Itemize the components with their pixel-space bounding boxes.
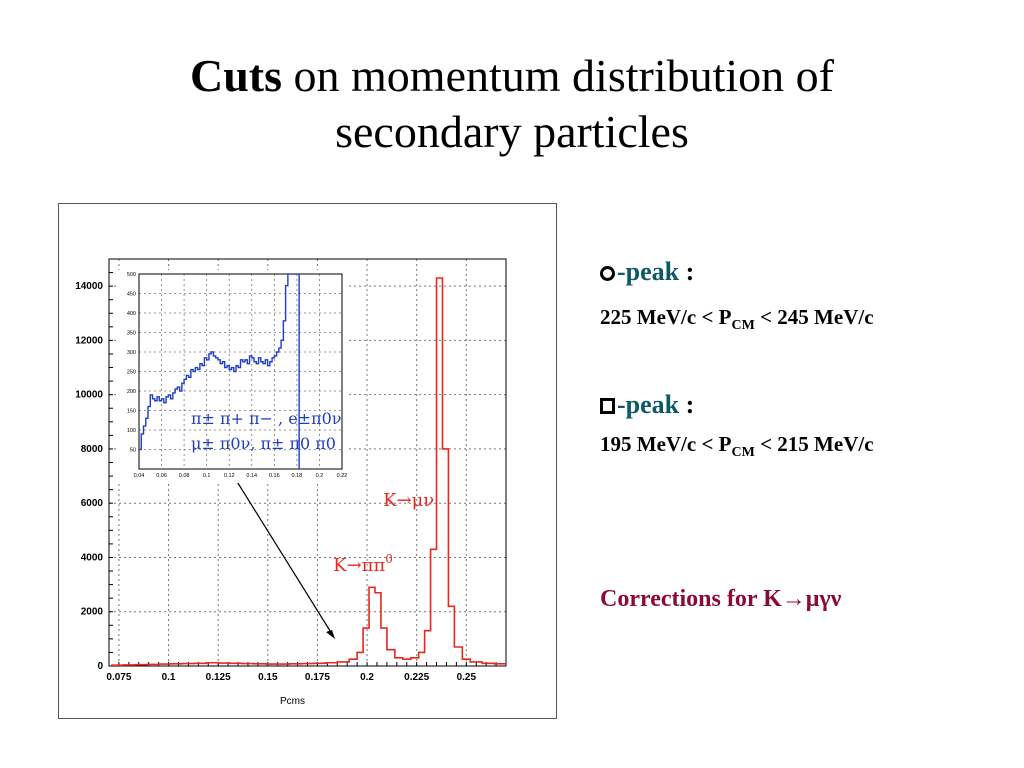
y-tick-label: 12000 bbox=[75, 335, 103, 346]
inset-x-tick-label: 0.06 bbox=[156, 473, 167, 479]
inset-y-tick-label: 500 bbox=[127, 272, 136, 278]
peak2-range: 195 MeV/c < PCM < 215 MeV/c bbox=[600, 432, 874, 461]
inset-label-line2: μ± π0ν, π± π0 π0 bbox=[191, 434, 336, 453]
corrections-note: Corrections for K→μγν bbox=[600, 586, 842, 612]
annotation-k-mu-nu: K→μν bbox=[383, 490, 434, 511]
histogram-frame: 0.075 0.1 0.125 0.15 0.175 0.2 0.225 0.25 0 2000 4… bbox=[58, 203, 557, 719]
inset-x-tick-label: 0.12 bbox=[224, 473, 235, 479]
peak1-name: -peak bbox=[617, 257, 680, 286]
inset-x-tick-label: 0.22 bbox=[337, 473, 348, 479]
inset-x-tick-label: 0.2 bbox=[316, 473, 324, 479]
inset-x-tick-label: 0.14 bbox=[246, 473, 257, 479]
circle-symbol-icon bbox=[600, 266, 615, 281]
peak2-range-right: < 215 MeV/c bbox=[754, 432, 874, 456]
peak1-title: -peak : bbox=[600, 257, 694, 287]
inset-x-tick-label: 0.16 bbox=[269, 473, 280, 479]
peak1-colon: : bbox=[679, 257, 695, 286]
y-tick-label: 8000 bbox=[81, 444, 104, 455]
x-axis-label: Pcms bbox=[280, 696, 305, 707]
peak2-title: -peak : bbox=[600, 390, 694, 420]
peak2-colon: : bbox=[679, 390, 695, 419]
inset-y-tick-label: 250 bbox=[127, 370, 136, 376]
inset-x-tick-label: 0.04 bbox=[134, 473, 145, 479]
inset-y-tick-label: 200 bbox=[127, 389, 136, 395]
annotation-k-pi-pi0: K→ππ0 bbox=[333, 552, 393, 576]
peak1-range-left: 225 MeV/c < P bbox=[600, 305, 732, 329]
x-tick-label: 0.125 bbox=[206, 672, 231, 683]
x-tick-label: 0.075 bbox=[106, 672, 131, 683]
peak1-range-right: < 245 MeV/c bbox=[754, 305, 874, 329]
x-tick-label: 0.2 bbox=[360, 672, 374, 683]
inset-y-tick-label: 100 bbox=[127, 428, 136, 434]
x-tick-label: 0.175 bbox=[305, 672, 330, 683]
inset-y-tick-label: 450 bbox=[127, 292, 136, 298]
inset-x-tick-label: 0.18 bbox=[292, 473, 303, 479]
square-symbol-icon bbox=[600, 398, 615, 414]
inset-pointer-line bbox=[230, 471, 333, 635]
y-tick-label: 4000 bbox=[81, 552, 104, 563]
title-line1: on momentum distribution of bbox=[282, 50, 834, 101]
slide-title: Cuts on momentum distribution of seconda… bbox=[0, 48, 1024, 160]
title-bold: Cuts bbox=[189, 50, 283, 101]
histogram-series bbox=[110, 277, 506, 666]
y-tick-label: 0 bbox=[97, 661, 103, 672]
inset-x-tick-label: 0.08 bbox=[179, 473, 190, 479]
title-line2: secondary particles bbox=[335, 106, 689, 157]
peak1-range: 225 MeV/c < PCM < 245 MeV/c bbox=[600, 305, 874, 334]
inset-histogram-series bbox=[139, 274, 300, 451]
inset-y-tick-label: 50 bbox=[130, 448, 136, 454]
inset-y-tick-label: 150 bbox=[127, 409, 136, 415]
y-tick-label: 14000 bbox=[75, 281, 103, 292]
x-tick-label: 0.15 bbox=[258, 672, 278, 683]
inset-axes bbox=[138, 273, 343, 470]
x-tick-label: 0.225 bbox=[404, 672, 429, 683]
inset-y-tick-label: 300 bbox=[127, 350, 136, 356]
momentum-histogram: 0.075 0.1 0.125 0.15 0.175 0.2 0.225 0.25020004… bbox=[75, 258, 507, 707]
x-tick-label: 0.1 bbox=[162, 672, 176, 683]
peak2-range-left: 195 MeV/c < P bbox=[600, 432, 732, 456]
inset-background bbox=[117, 270, 348, 483]
peak1-sub: CM bbox=[731, 318, 755, 334]
inset-y-tick-label: 400 bbox=[127, 311, 136, 317]
arrow-head-icon bbox=[326, 630, 335, 639]
y-tick-label: 2000 bbox=[81, 607, 104, 618]
peak2-name: -peak bbox=[617, 390, 680, 419]
inset-label-line1: π± π+ π− , e±π0ν bbox=[191, 409, 342, 428]
y-tick-label: 10000 bbox=[75, 390, 103, 401]
inset-x-tick-label: 0.1 bbox=[203, 473, 211, 479]
peak2-sub: CM bbox=[731, 445, 755, 461]
inset-y-tick-label: 350 bbox=[127, 331, 136, 337]
y-tick-label: 6000 bbox=[81, 498, 104, 509]
x-tick-label: 0.25 bbox=[457, 672, 477, 683]
